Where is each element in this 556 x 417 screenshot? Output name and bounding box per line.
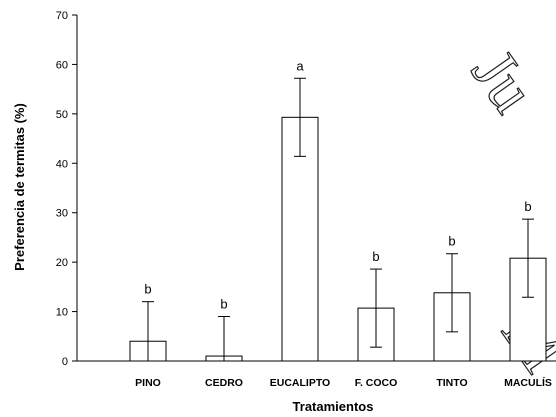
watermark-text-top: Ju <box>459 37 550 124</box>
x-tick-label: EUCALIPTO <box>270 377 330 389</box>
y-tick-label: 70 <box>56 10 68 22</box>
bars <box>129 116 547 362</box>
y-tick-label: 20 <box>56 257 68 269</box>
x-tick-label: CEDRO <box>205 377 243 389</box>
x-tick-label: PINO <box>135 377 161 389</box>
significance-letter: a <box>296 58 304 73</box>
y-tick-label: 0 <box>62 356 68 368</box>
significance-letter: b <box>220 297 227 312</box>
x-axis-title: Tratamientos <box>293 399 374 414</box>
significance-letter: b <box>372 249 379 264</box>
significance-letters: b b a b b b <box>144 58 531 311</box>
significance-letter: b <box>448 234 455 249</box>
y-tick-label: 10 <box>56 307 68 319</box>
y-axis: 0 10 20 30 40 50 60 70 <box>56 10 78 368</box>
y-tick-label: 50 <box>56 109 68 121</box>
y-axis-title: Preferencia de termitas (%) <box>12 103 27 271</box>
x-tick-label: TINTO <box>436 377 467 389</box>
significance-letter: b <box>144 282 151 297</box>
y-tick-label: 30 <box>56 208 68 220</box>
y-tick-label: 60 <box>56 59 68 71</box>
x-tick-label: F. COCO <box>355 377 398 389</box>
x-tick-label: MACULÍS <box>504 376 552 389</box>
error-bars <box>142 77 534 361</box>
y-tick-label: 40 <box>56 158 68 170</box>
significance-letter: b <box>524 199 531 214</box>
category-labels: PINO CEDRO EUCALIPTO F. COCO TINTO MACULÍS <box>135 376 552 389</box>
